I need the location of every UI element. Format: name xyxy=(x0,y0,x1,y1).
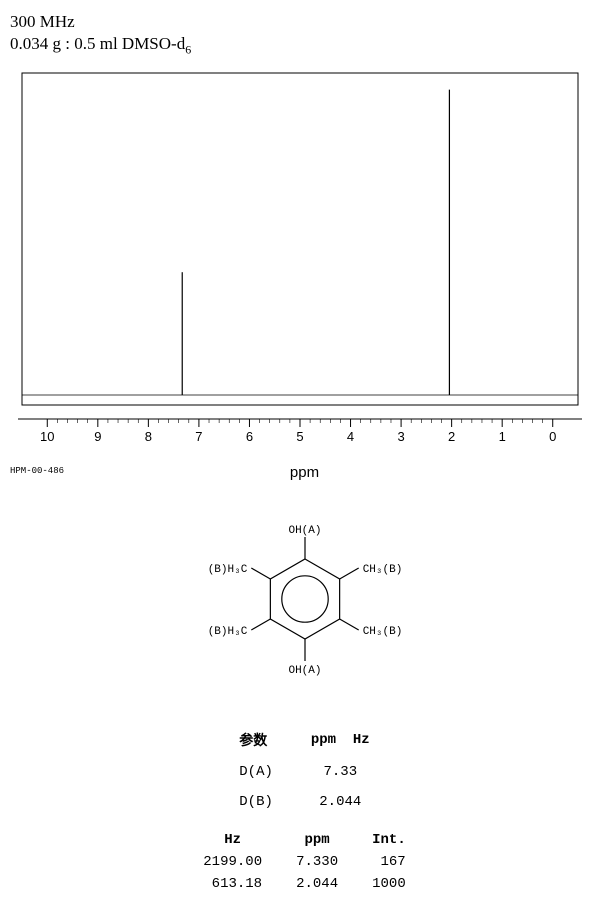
svg-text:OH(A): OH(A) xyxy=(288,525,321,537)
svg-text:CH₃(B): CH₃(B) xyxy=(362,564,402,576)
param-header-2: ppm xyxy=(311,732,336,748)
header-line-2-prefix: 0.034 g : 0.5 ml DMSO-d xyxy=(10,34,185,53)
param-row-b: D(B) 2.044 xyxy=(221,788,387,816)
peak-row-0-ppm: 7.330 xyxy=(280,852,354,872)
peak-row-1-hz: 613.18 xyxy=(187,874,278,894)
svg-text:OH(A): OH(A) xyxy=(288,665,321,677)
peak-list-header: Hz ppm Int. xyxy=(187,830,421,850)
parameter-table: 参数 ppm Hz D(A) 7.33 D(B) 2.044 xyxy=(219,722,389,818)
peak-row-0: 2199.00 7.330 167 xyxy=(187,852,421,872)
header-line-2: 0.034 g : 0.5 ml DMSO-d6 xyxy=(10,34,599,57)
peak-row-1: 613.18 2.044 1000 xyxy=(187,874,421,894)
svg-text:3: 3 xyxy=(397,429,404,444)
sample-id: HPM-00-486 xyxy=(10,466,64,476)
parameter-table-header: 参数 ppm Hz xyxy=(221,724,387,756)
svg-text:CH₃(B): CH₃(B) xyxy=(362,626,402,638)
svg-text:6: 6 xyxy=(246,429,253,444)
peak-row-0-int: 167 xyxy=(356,852,422,872)
svg-text:(B)H₃C: (B)H₃C xyxy=(207,564,247,576)
spectrum-svg: 109876543210 xyxy=(10,65,590,455)
svg-text:2: 2 xyxy=(448,429,455,444)
spectrum-chart: 109876543210 HPM-00-486 xyxy=(10,65,599,478)
peak-list-table: Hz ppm Int. 2199.00 7.330 167 613.18 2.0… xyxy=(185,828,423,896)
param-header-1: 参数 xyxy=(221,724,291,756)
peak-header-ppm: ppm xyxy=(280,830,354,850)
param-header-3: Hz xyxy=(353,732,370,748)
svg-text:5: 5 xyxy=(296,429,303,444)
svg-text:9: 9 xyxy=(94,429,101,444)
param-row-b-value: 2.044 xyxy=(293,788,388,816)
param-row-a-label: D(A) xyxy=(221,758,291,786)
svg-text:7: 7 xyxy=(195,429,202,444)
svg-text:10: 10 xyxy=(40,429,54,444)
molecular-structure: OH(A) OH(A) CH₃(B) CH₃(B) (B)H₃C (B)H₃C xyxy=(10,499,599,704)
header-line-1: 300 MHz xyxy=(10,12,599,32)
x-axis-label: ppm xyxy=(10,464,599,481)
peak-header-hz: Hz xyxy=(187,830,278,850)
svg-text:(B)H₃C: (B)H₃C xyxy=(207,626,247,638)
peak-row-1-int: 1000 xyxy=(356,874,422,894)
header-line-2-sub: 6 xyxy=(185,42,191,56)
svg-text:0: 0 xyxy=(549,429,556,444)
param-row-a-value: 7.33 xyxy=(293,758,388,786)
peak-row-0-hz: 2199.00 xyxy=(187,852,278,872)
structure-svg: OH(A) OH(A) CH₃(B) CH₃(B) (B)H₃C (B)H₃C xyxy=(175,499,435,699)
param-row-b-label: D(B) xyxy=(221,788,291,816)
svg-text:1: 1 xyxy=(499,429,506,444)
peak-header-int: Int. xyxy=(356,830,422,850)
svg-text:8: 8 xyxy=(145,429,152,444)
peak-row-1-ppm: 2.044 xyxy=(280,874,354,894)
param-row-a: D(A) 7.33 xyxy=(221,758,387,786)
svg-text:4: 4 xyxy=(347,429,354,444)
